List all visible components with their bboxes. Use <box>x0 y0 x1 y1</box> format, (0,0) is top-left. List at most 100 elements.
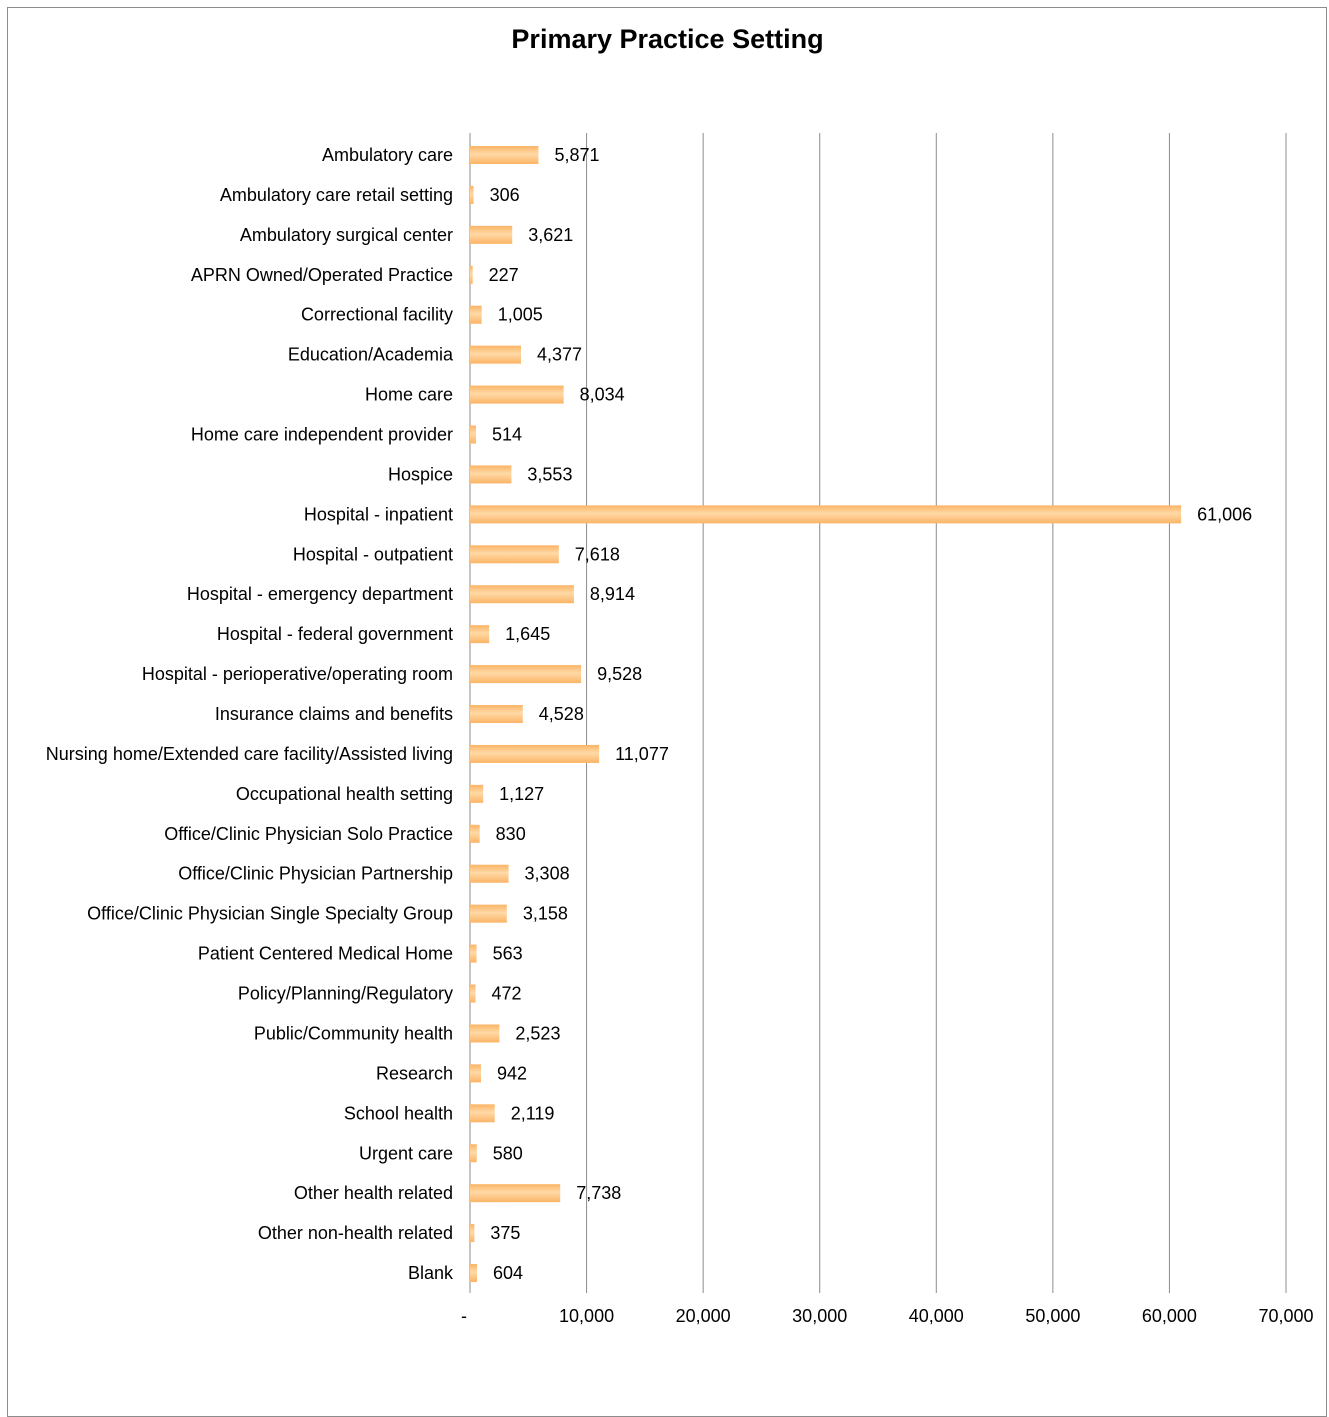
value-label: 942 <box>497 1063 527 1083</box>
category-label: Other health related <box>294 1183 453 1203</box>
value-label: 3,308 <box>525 864 570 884</box>
category-label: Patient Centered Medical Home <box>198 944 453 964</box>
value-label: 8,914 <box>590 584 635 604</box>
bar <box>470 1144 477 1163</box>
bar <box>470 225 513 244</box>
category-label: Ambulatory care retail setting <box>220 185 453 205</box>
bar <box>470 1264 478 1283</box>
value-label: 580 <box>493 1143 523 1163</box>
category-label: Hospital - emergency department <box>187 584 453 604</box>
bar <box>470 425 476 444</box>
bar <box>470 465 512 484</box>
value-label: 9,528 <box>597 664 642 684</box>
bar <box>470 904 507 923</box>
bar <box>470 625 490 644</box>
value-label: 8,034 <box>580 385 625 405</box>
value-label: 61,006 <box>1197 504 1252 524</box>
category-label: Office/Clinic Physician Single Specialty… <box>87 904 453 924</box>
category-label: Insurance claims and benefits <box>215 704 453 724</box>
x-tick-label: 30,000 <box>792 1306 847 1326</box>
value-label: 4,528 <box>539 704 584 724</box>
category-label: Urgent care <box>359 1143 453 1163</box>
category-label: Public/Community health <box>254 1023 453 1043</box>
value-label: 3,621 <box>528 225 573 245</box>
bars <box>470 146 1182 1283</box>
value-label: 1,005 <box>498 305 543 325</box>
value-label: 227 <box>489 265 519 285</box>
x-tick-label: - <box>461 1306 467 1326</box>
value-label: 7,618 <box>575 544 620 564</box>
bar <box>470 665 582 684</box>
category-label: Policy/Planning/Regulatory <box>238 984 453 1004</box>
bar <box>470 585 574 604</box>
value-label: 3,553 <box>527 464 572 484</box>
bar <box>470 385 564 404</box>
category-label: Blank <box>408 1263 454 1283</box>
value-label: 1,127 <box>499 784 544 804</box>
category-label: Correctional facility <box>301 305 453 325</box>
value-label: 472 <box>492 984 522 1004</box>
bar <box>470 1184 561 1203</box>
category-label: Hospital - perioperative/operating room <box>142 664 453 684</box>
value-label: 306 <box>490 185 520 205</box>
bar <box>470 1224 475 1243</box>
bar <box>470 824 480 843</box>
category-label: Hospital - outpatient <box>293 544 453 564</box>
bar <box>470 505 1182 524</box>
value-label: 604 <box>493 1263 523 1283</box>
value-label: 2,119 <box>511 1103 555 1123</box>
value-label: 563 <box>493 944 523 964</box>
chart-title: Primary Practice Setting <box>511 24 824 54</box>
chart-frame <box>7 7 1327 1417</box>
category-labels: Ambulatory care Ambulatory care retail se… <box>46 145 454 1283</box>
category-label: Office/Clinic Physician Partnership <box>178 864 453 884</box>
bar <box>470 864 509 883</box>
value-label: 7,738 <box>576 1183 621 1203</box>
bar <box>470 1104 495 1123</box>
bar <box>470 1064 481 1083</box>
value-label: 3,158 <box>523 904 568 924</box>
value-label: 1,645 <box>505 624 550 644</box>
value-label: 2,523 <box>515 1023 560 1043</box>
category-label: Ambulatory care <box>322 145 453 165</box>
category-label: Ambulatory surgical center <box>240 225 453 245</box>
x-tick-label: 70,000 <box>1258 1306 1313 1326</box>
category-label: Hospital - inpatient <box>304 504 453 524</box>
bar <box>470 265 473 284</box>
value-label: 11,077 <box>615 744 669 764</box>
gridlines <box>469 133 1287 1293</box>
bar <box>470 345 522 364</box>
category-label: School health <box>344 1103 453 1123</box>
value-label: 375 <box>490 1223 520 1243</box>
x-tick-label: 40,000 <box>909 1306 964 1326</box>
category-label: Home care independent provider <box>191 425 453 445</box>
bar <box>470 146 539 164</box>
x-tick-label: 10,000 <box>559 1306 614 1326</box>
bar <box>470 744 600 763</box>
category-label: Nursing home/Extended care facility/Assi… <box>46 744 453 764</box>
category-label: Education/Academia <box>288 345 454 365</box>
x-tick-labels: - 10,000 20,000 30,000 40,000 50,000 60,000 70,… <box>461 1306 1314 1326</box>
bar <box>470 545 559 564</box>
x-tick-label: 50,000 <box>1025 1306 1080 1326</box>
bar <box>470 705 523 724</box>
value-label: 830 <box>496 824 526 844</box>
value-label: 5,871 <box>554 145 599 165</box>
bar <box>470 944 477 963</box>
category-label: APRN Owned/Operated Practice <box>191 265 453 285</box>
x-tick-label: 20,000 <box>676 1306 731 1326</box>
category-label: Home care <box>365 385 453 405</box>
bar <box>470 984 476 1003</box>
value-label: 4,377 <box>537 345 582 365</box>
bar <box>470 305 482 324</box>
category-label: Occupational health setting <box>236 784 453 804</box>
category-label: Office/Clinic Physician Solo Practice <box>164 824 453 844</box>
bar <box>470 784 484 803</box>
category-label: Research <box>376 1063 453 1083</box>
bar <box>470 1024 500 1043</box>
category-label: Other non-health related <box>258 1223 453 1243</box>
bar <box>470 185 474 204</box>
x-tick-label: 60,000 <box>1142 1306 1197 1326</box>
